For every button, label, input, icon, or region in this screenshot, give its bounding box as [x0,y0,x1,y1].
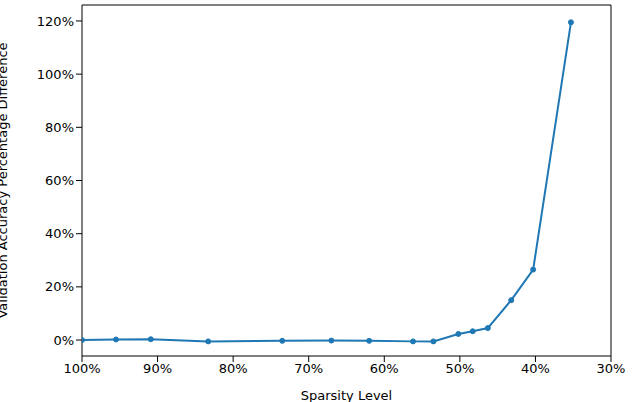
svg-text:100%: 100% [37,67,74,82]
svg-text:40%: 40% [45,226,74,241]
svg-text:120%: 120% [37,14,74,29]
svg-text:Sparsity Level: Sparsity Level [301,388,392,402]
svg-text:Validation Accuracy Percentage: Validation Accuracy Percentage Differenc… [8,42,10,318]
svg-text:60%: 60% [370,361,399,376]
svg-text:30%: 30% [597,361,626,376]
svg-text:80%: 80% [45,120,74,135]
svg-text:50%: 50% [445,361,474,376]
svg-text:90%: 90% [143,361,172,376]
svg-text:70%: 70% [294,361,323,376]
svg-text:20%: 20% [45,279,74,294]
svg-text:80%: 80% [219,361,248,376]
svg-text:100%: 100% [63,361,100,376]
svg-text:40%: 40% [521,361,550,376]
svg-text:60%: 60% [45,173,74,188]
svg-text:0%: 0% [53,333,74,348]
